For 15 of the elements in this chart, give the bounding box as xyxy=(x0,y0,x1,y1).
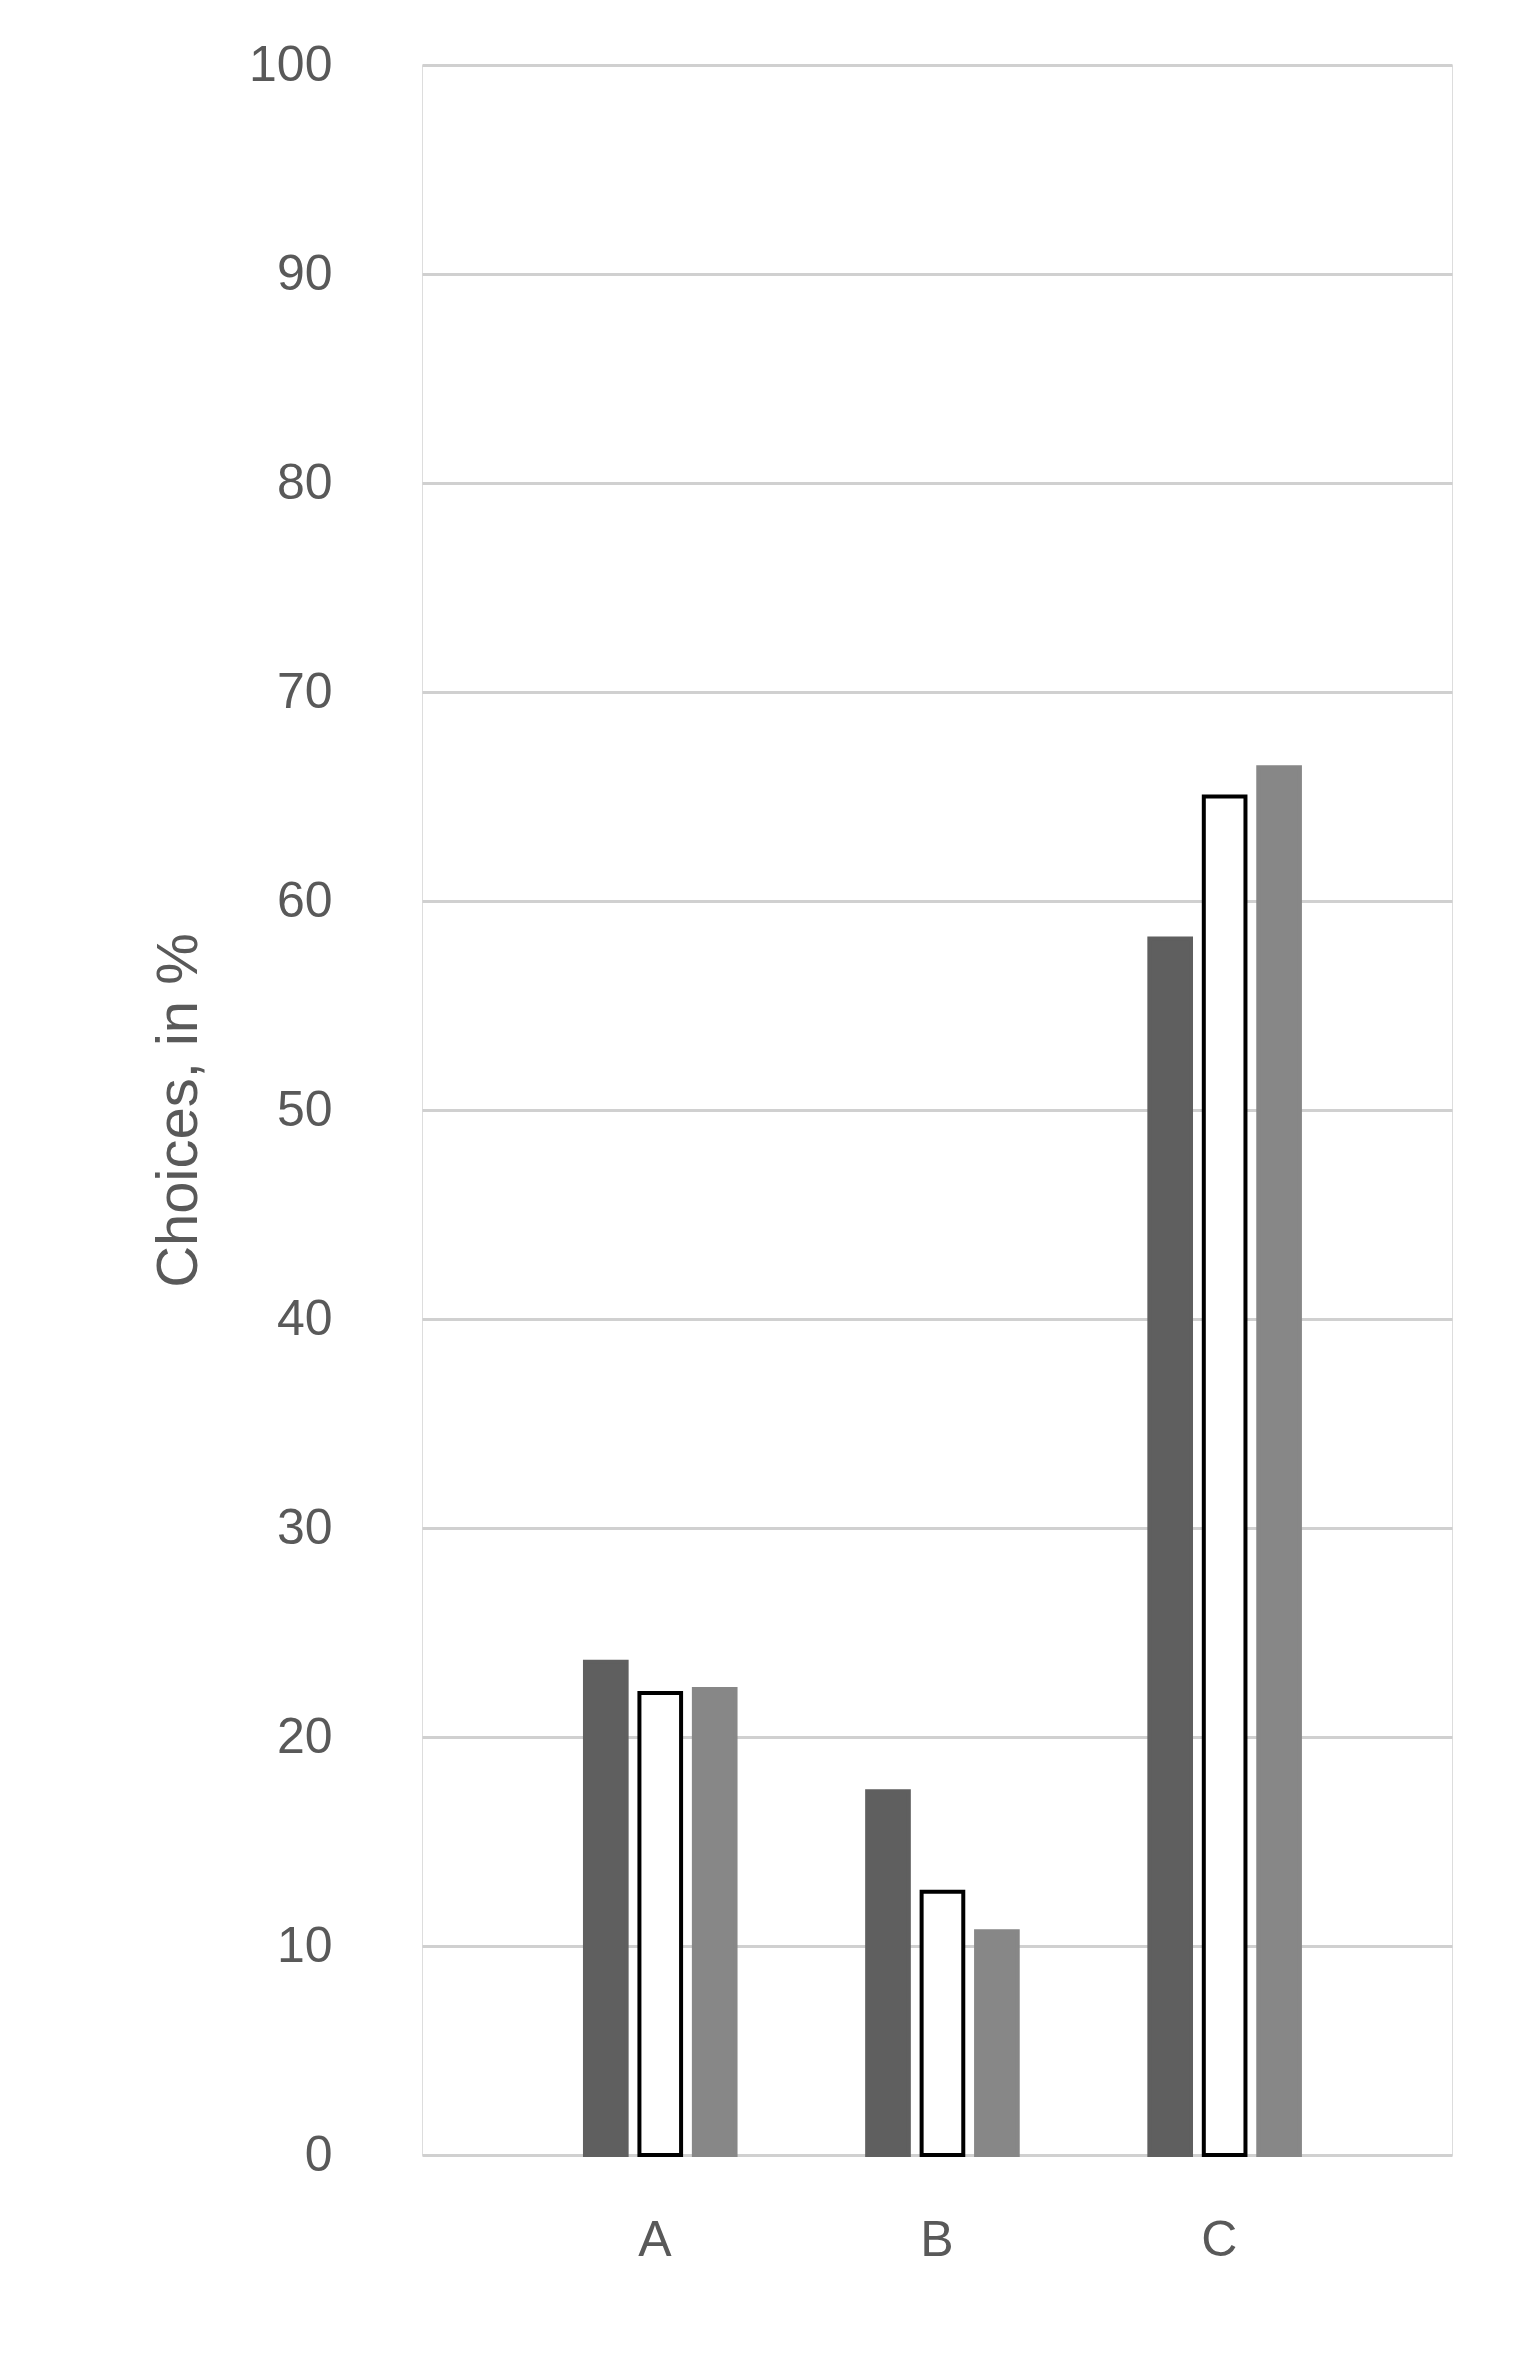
x-tick-label: B xyxy=(920,2210,954,2267)
y-tick-label: 70 xyxy=(276,662,333,719)
y-tick-label: 30 xyxy=(276,1498,333,1555)
y-tick-label: 50 xyxy=(276,1080,333,1137)
x-tick-label: A xyxy=(638,2210,673,2267)
y-tick-label: 90 xyxy=(276,244,333,301)
y-tick-label: 80 xyxy=(276,453,333,510)
y-axis-title: Choices, in % xyxy=(144,933,210,1288)
y-tick-label: 20 xyxy=(276,1707,333,1764)
y-tick-label: 10 xyxy=(276,1916,333,1973)
y-tick-label: 60 xyxy=(276,871,333,928)
x-tick-label: C xyxy=(1201,2210,1238,2267)
y-tick-label: 0 xyxy=(304,2125,333,2182)
y-tick-label: 100 xyxy=(249,35,333,92)
y-tick-label: 40 xyxy=(276,1289,333,1346)
